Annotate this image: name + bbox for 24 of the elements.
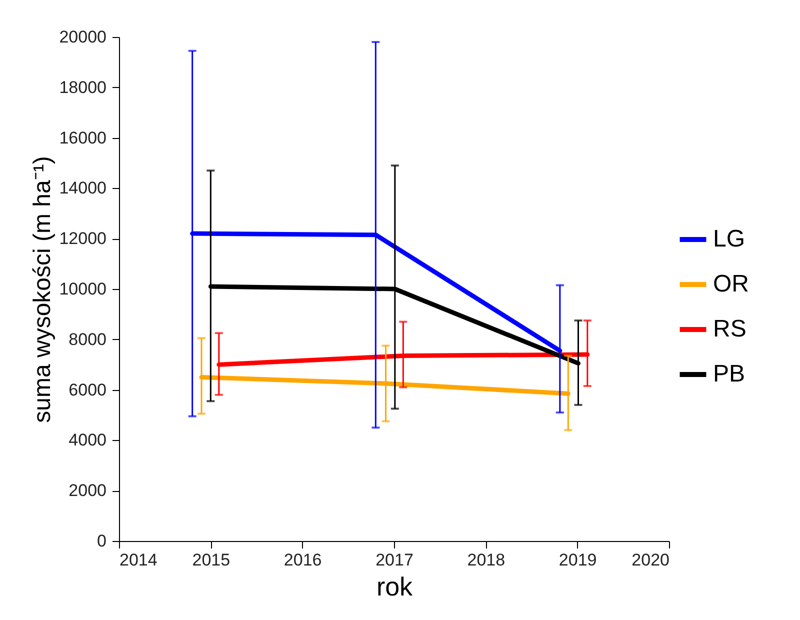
x-tick-label: 2016: [284, 550, 322, 570]
legend-label: OR: [713, 270, 749, 298]
y-tick-label: 8000: [68, 330, 106, 349]
y-tick-label: 14000: [59, 178, 106, 198]
x-tick-label: 2018: [467, 550, 506, 570]
legend-label: LG: [713, 225, 746, 252]
y-tick-label: 18000: [59, 78, 106, 97]
y-tick-label: 12000: [59, 229, 106, 248]
y-tick-label: 2000: [68, 481, 106, 500]
y-tick-label: 4000: [68, 430, 106, 450]
x-axis-title: rok: [376, 572, 414, 602]
x-tick-label: 2017: [376, 550, 414, 570]
x-tick-label: 2020: [632, 550, 670, 570]
x-tick-label: 2014: [120, 550, 158, 570]
y-axis-title: suma wysokości (m ha⁻¹): [29, 156, 56, 423]
y-tick-label: 6000: [68, 380, 106, 400]
y-tick-label: 16000: [59, 128, 106, 148]
x-tick-label: 2019: [558, 550, 597, 570]
y-tick-label: 10000: [59, 280, 106, 298]
y-tick-label: 20000: [59, 28, 106, 46]
x-tick-label: 2015: [192, 550, 230, 570]
legend-label: RS: [713, 315, 746, 342]
y-tick-label: 0: [97, 532, 106, 550]
legend-label: PB: [713, 360, 746, 388]
